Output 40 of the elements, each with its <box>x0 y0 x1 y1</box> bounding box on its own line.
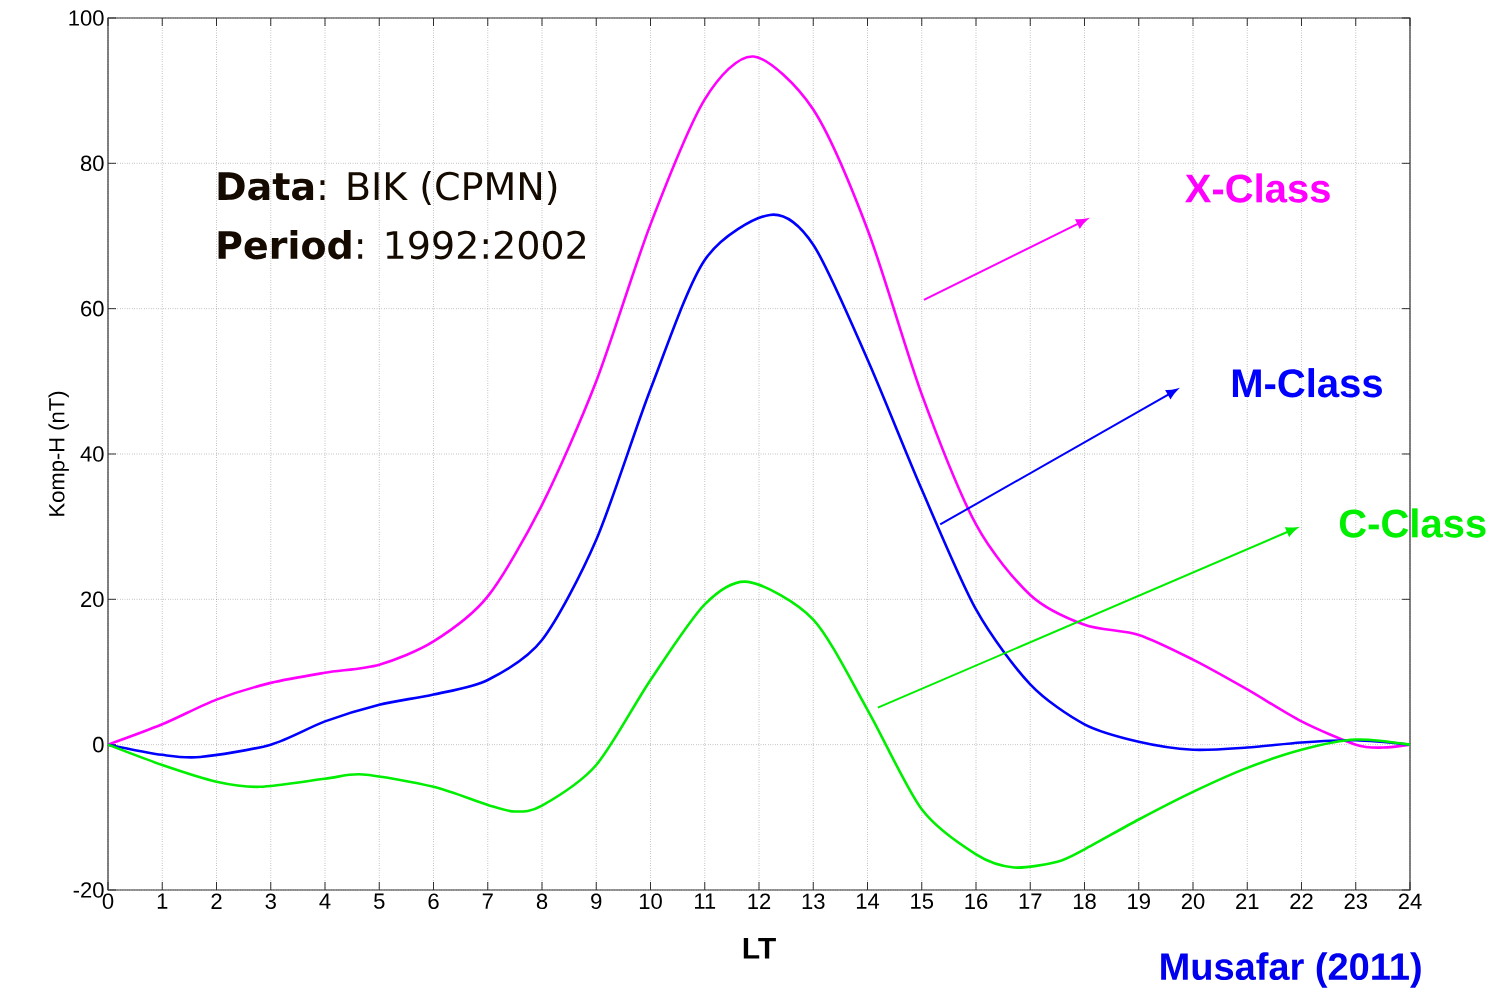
x-tick-label: 19 <box>1128 893 1150 910</box>
text: Musafar (2011) <box>1161 952 1421 988</box>
x-tick-label: 14 <box>856 893 880 909</box>
y-tick-label: 80 <box>80 155 104 172</box>
x-tick-label: 2 <box>211 893 222 909</box>
x-tick-label: 10 <box>639 893 662 910</box>
x-tick-label: 12 <box>748 893 771 909</box>
x-tick-label: 5 <box>374 893 385 909</box>
x-tick-label: 22 <box>1290 893 1313 909</box>
y-tick-label: 60 <box>81 300 104 317</box>
x-tick-label: 24 <box>1398 893 1422 909</box>
x-tick-label: 13 <box>802 893 825 910</box>
x-tick-label: 23 <box>1344 893 1368 910</box>
x-tick-label: 20 <box>1181 893 1205 910</box>
x-axis-title: LT <box>743 937 776 959</box>
x-tick-label: 17 <box>1019 893 1042 909</box>
text: X-Class <box>1185 173 1330 203</box>
x-tick-label: 8 <box>536 893 548 910</box>
x-tick-label: 1 <box>157 893 168 909</box>
x-tick-label: 9 <box>591 893 602 910</box>
x-tick-label: 6 <box>428 893 439 910</box>
legend-label: M-Class <box>1232 368 1382 398</box>
x-tick-label: 3 <box>265 893 276 910</box>
x-tick-label: 15 <box>911 893 934 909</box>
x-tick-label: 16 <box>965 893 988 910</box>
y-tick-label: 100 <box>69 10 104 26</box>
x-tick-label: 11 <box>695 893 716 909</box>
annotation: Period: 1992:2002 <box>218 230 586 260</box>
legend-label: C-Class <box>1339 508 1486 538</box>
y-tick-label: 20 <box>81 591 104 608</box>
y-tick-label: 40 <box>80 446 104 462</box>
x-tick-label: 18 <box>1073 893 1096 910</box>
y-axis-title: Komp-H (nT) <box>48 391 69 516</box>
x-tick-label: 21 <box>1236 893 1259 909</box>
x-tick-label: 4 <box>319 893 331 909</box>
annotation: Data: BIK (CPMN) <box>218 171 557 205</box>
y-tick-label: 0 <box>93 736 104 753</box>
x-tick-label: 7 <box>482 893 493 909</box>
line-series <box>106 580 1412 869</box>
y-tick-label: -20 <box>73 882 104 898</box>
